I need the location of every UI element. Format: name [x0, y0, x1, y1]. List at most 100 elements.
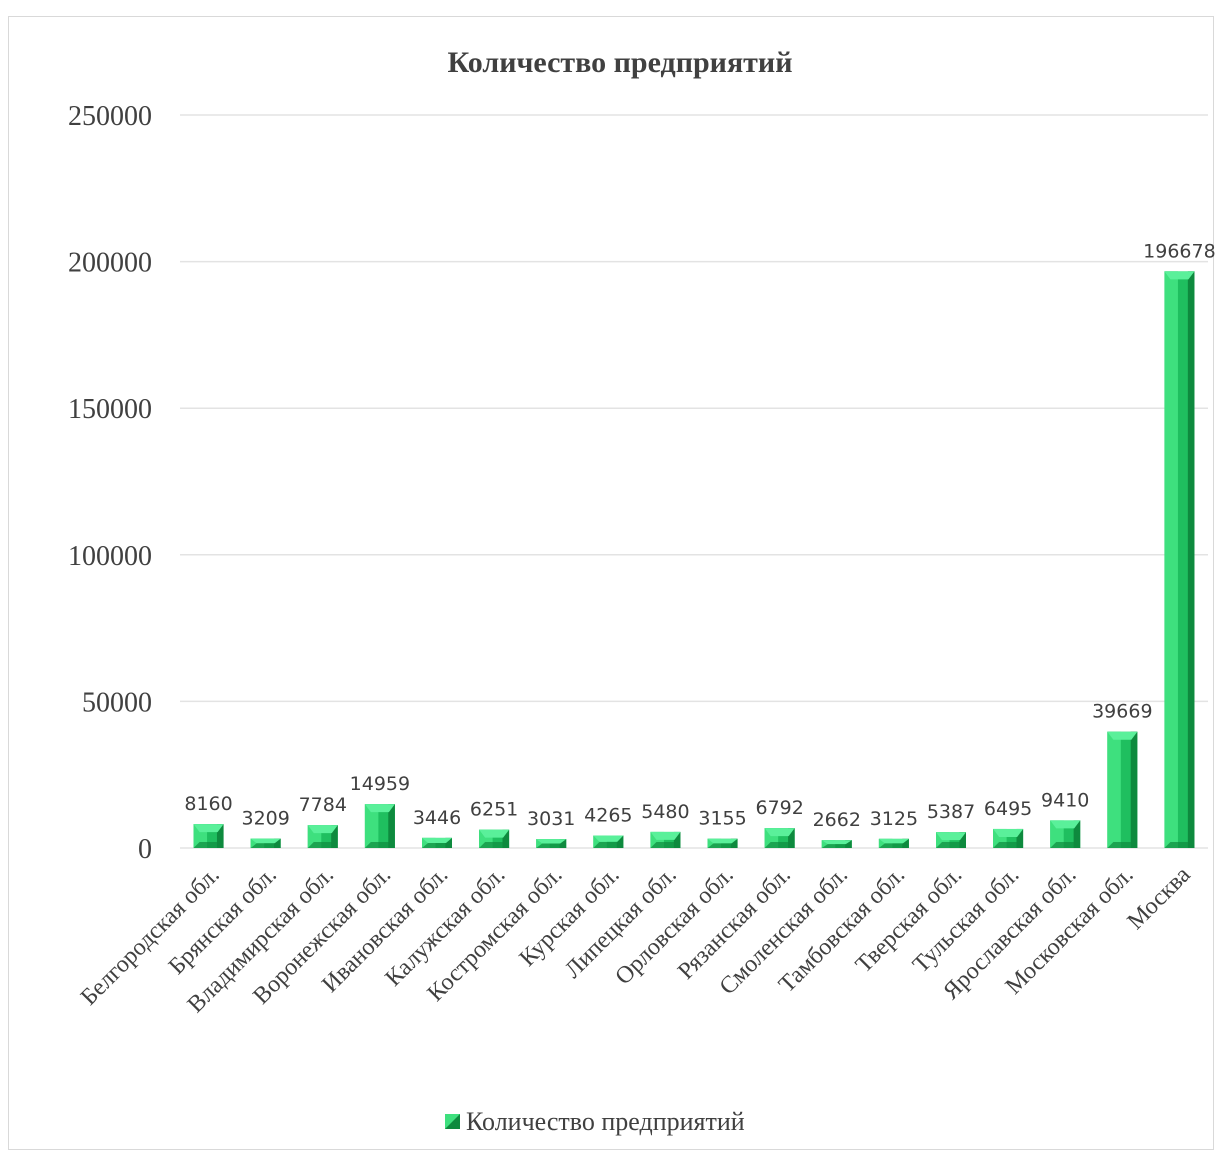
bar-cap — [878, 838, 909, 844]
bar-face-dark — [216, 824, 224, 848]
bar — [993, 828, 1024, 848]
bar-face-dark — [1073, 820, 1081, 848]
data-label: 5387 — [927, 801, 975, 823]
y-tick-label: 0 — [138, 834, 152, 865]
bar-face-dark — [274, 838, 281, 848]
y-tick-label: 250000 — [68, 101, 152, 132]
data-label: 8160 — [184, 793, 232, 815]
bar-cap — [650, 831, 681, 840]
bar — [764, 828, 795, 848]
bar-base — [1050, 842, 1081, 848]
bar-face-light — [1107, 731, 1121, 848]
bar-face-dark — [902, 838, 909, 848]
bar-cap — [422, 837, 452, 843]
bar — [250, 838, 281, 848]
bar-face-dark — [616, 835, 624, 848]
bar — [593, 835, 624, 848]
bar-base — [764, 842, 795, 848]
bar — [821, 840, 852, 848]
bar-base — [307, 842, 338, 848]
y-tick-label: 100000 — [68, 541, 152, 572]
bar-cap — [1050, 820, 1081, 829]
legend: Количество предприятий — [445, 1107, 745, 1136]
y-tick-label: 200000 — [68, 248, 152, 279]
bar-base — [422, 842, 452, 848]
data-label: 2662 — [813, 809, 861, 831]
bar-face-dark — [1187, 271, 1195, 849]
bar-cap — [593, 835, 624, 842]
bar-base — [593, 842, 624, 848]
bar-cap — [193, 824, 224, 833]
data-label: 4265 — [584, 804, 632, 826]
bars — [193, 271, 1195, 849]
bar-face-dark — [673, 831, 681, 848]
data-label: 14959 — [350, 773, 410, 795]
bar-cap — [821, 840, 852, 845]
bar-face-dark — [788, 828, 795, 848]
bar-face-light — [1164, 271, 1178, 849]
chart-title: Количество предприятий — [448, 46, 793, 79]
bar-base — [878, 843, 909, 848]
data-label: 6792 — [755, 797, 803, 819]
legend-label: Количество предприятий — [466, 1107, 745, 1136]
bar — [1164, 271, 1195, 849]
bar — [878, 838, 909, 848]
bar — [536, 839, 567, 848]
bar-base — [1107, 842, 1138, 848]
data-label: 9410 — [1041, 789, 1089, 811]
data-label: 3209 — [241, 808, 289, 830]
chart-frame — [8, 16, 1214, 1150]
legend-swatch-shade — [445, 1114, 460, 1129]
bar-face-dark — [730, 838, 738, 848]
data-label: 3125 — [870, 808, 918, 830]
data-label: 7784 — [299, 794, 347, 816]
bar — [936, 832, 966, 848]
y-tick-label: 50000 — [82, 687, 152, 718]
bar-base — [364, 842, 395, 848]
bar-face-dark — [959, 832, 966, 848]
bar-base — [479, 842, 510, 848]
bar-cap — [307, 825, 338, 834]
bar-cap — [707, 838, 738, 844]
bar-cap — [1107, 731, 1138, 740]
bar-cap — [993, 828, 1024, 837]
bar-face-dark — [388, 804, 395, 848]
bar — [479, 829, 510, 848]
bar — [1107, 731, 1138, 848]
bar-face-dark — [559, 839, 567, 848]
bar — [1050, 820, 1081, 848]
bar-base — [193, 842, 224, 848]
bar-base — [707, 843, 738, 848]
bar-cap — [936, 832, 966, 841]
bar-base — [993, 842, 1024, 848]
data-label: 3446 — [413, 807, 461, 829]
bar-face-light — [364, 804, 379, 848]
bar-cap — [250, 838, 281, 844]
bar-cap — [536, 839, 567, 844]
bar-cap — [764, 828, 795, 837]
bar-face-dark — [502, 829, 510, 848]
y-axis-ticks: 0 50000 100000 150000 200000 250000 — [68, 101, 152, 865]
bar-base — [250, 843, 281, 848]
bar — [707, 838, 738, 848]
data-label: 3031 — [527, 808, 575, 830]
bar — [193, 824, 224, 848]
bar-cap — [1164, 271, 1195, 280]
data-label: 5480 — [641, 801, 689, 823]
x-tick-label: Москва — [1123, 862, 1196, 935]
bar-base — [936, 842, 966, 848]
data-label: 39669 — [1092, 701, 1152, 723]
data-label: 3155 — [698, 808, 746, 830]
bar — [364, 804, 395, 848]
bar — [422, 837, 452, 848]
bar-base — [536, 843, 567, 848]
gridlines — [180, 114, 1208, 849]
bar — [650, 831, 681, 848]
bar-cap — [364, 804, 395, 813]
x-axis-ticks: Белгородская обл.Брянская обл.Владимирск… — [76, 862, 1196, 1018]
bar-cap — [479, 829, 510, 838]
bar-base — [650, 842, 681, 848]
bar-face-dark — [445, 837, 452, 848]
